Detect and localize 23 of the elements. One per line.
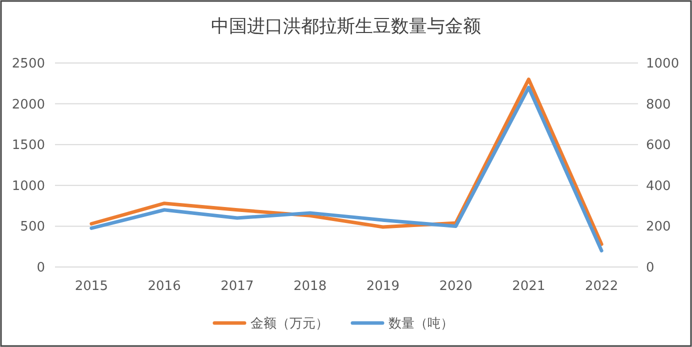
y2-tick-label: 200 [646,220,671,235]
y-tick-label: 2000 [12,97,45,112]
chart-title: 中国进口洪都拉斯生豆数量与金额 [211,16,481,37]
x-tick-label: 2019 [366,279,400,294]
legend-label: 数量（吨） [388,316,454,332]
y-tick-label: 1500 [12,138,45,154]
y2-tick-label: 1000 [646,56,680,72]
legend-label: 金额（万元） [250,316,328,332]
y-tick-label: 1000 [12,178,45,194]
x-tick-label: 2021 [512,279,546,294]
y2-tick-label: 400 [646,178,671,194]
x-tick-label: 2020 [439,279,472,294]
y2-tick-label: 800 [646,97,671,112]
x-tick-label: 2022 [585,279,618,294]
x-tick-label: 2016 [148,279,181,294]
y-tick-label: 0 [36,260,45,276]
x-tick-label: 2018 [294,279,327,294]
y-tick-label: 500 [20,220,45,235]
y2-tick-label: 600 [646,138,671,154]
y-tick-label: 2500 [12,56,45,72]
x-tick-label: 2015 [74,279,108,294]
y2-tick-label: 0 [646,260,654,276]
x-tick-label: 2017 [220,279,254,294]
